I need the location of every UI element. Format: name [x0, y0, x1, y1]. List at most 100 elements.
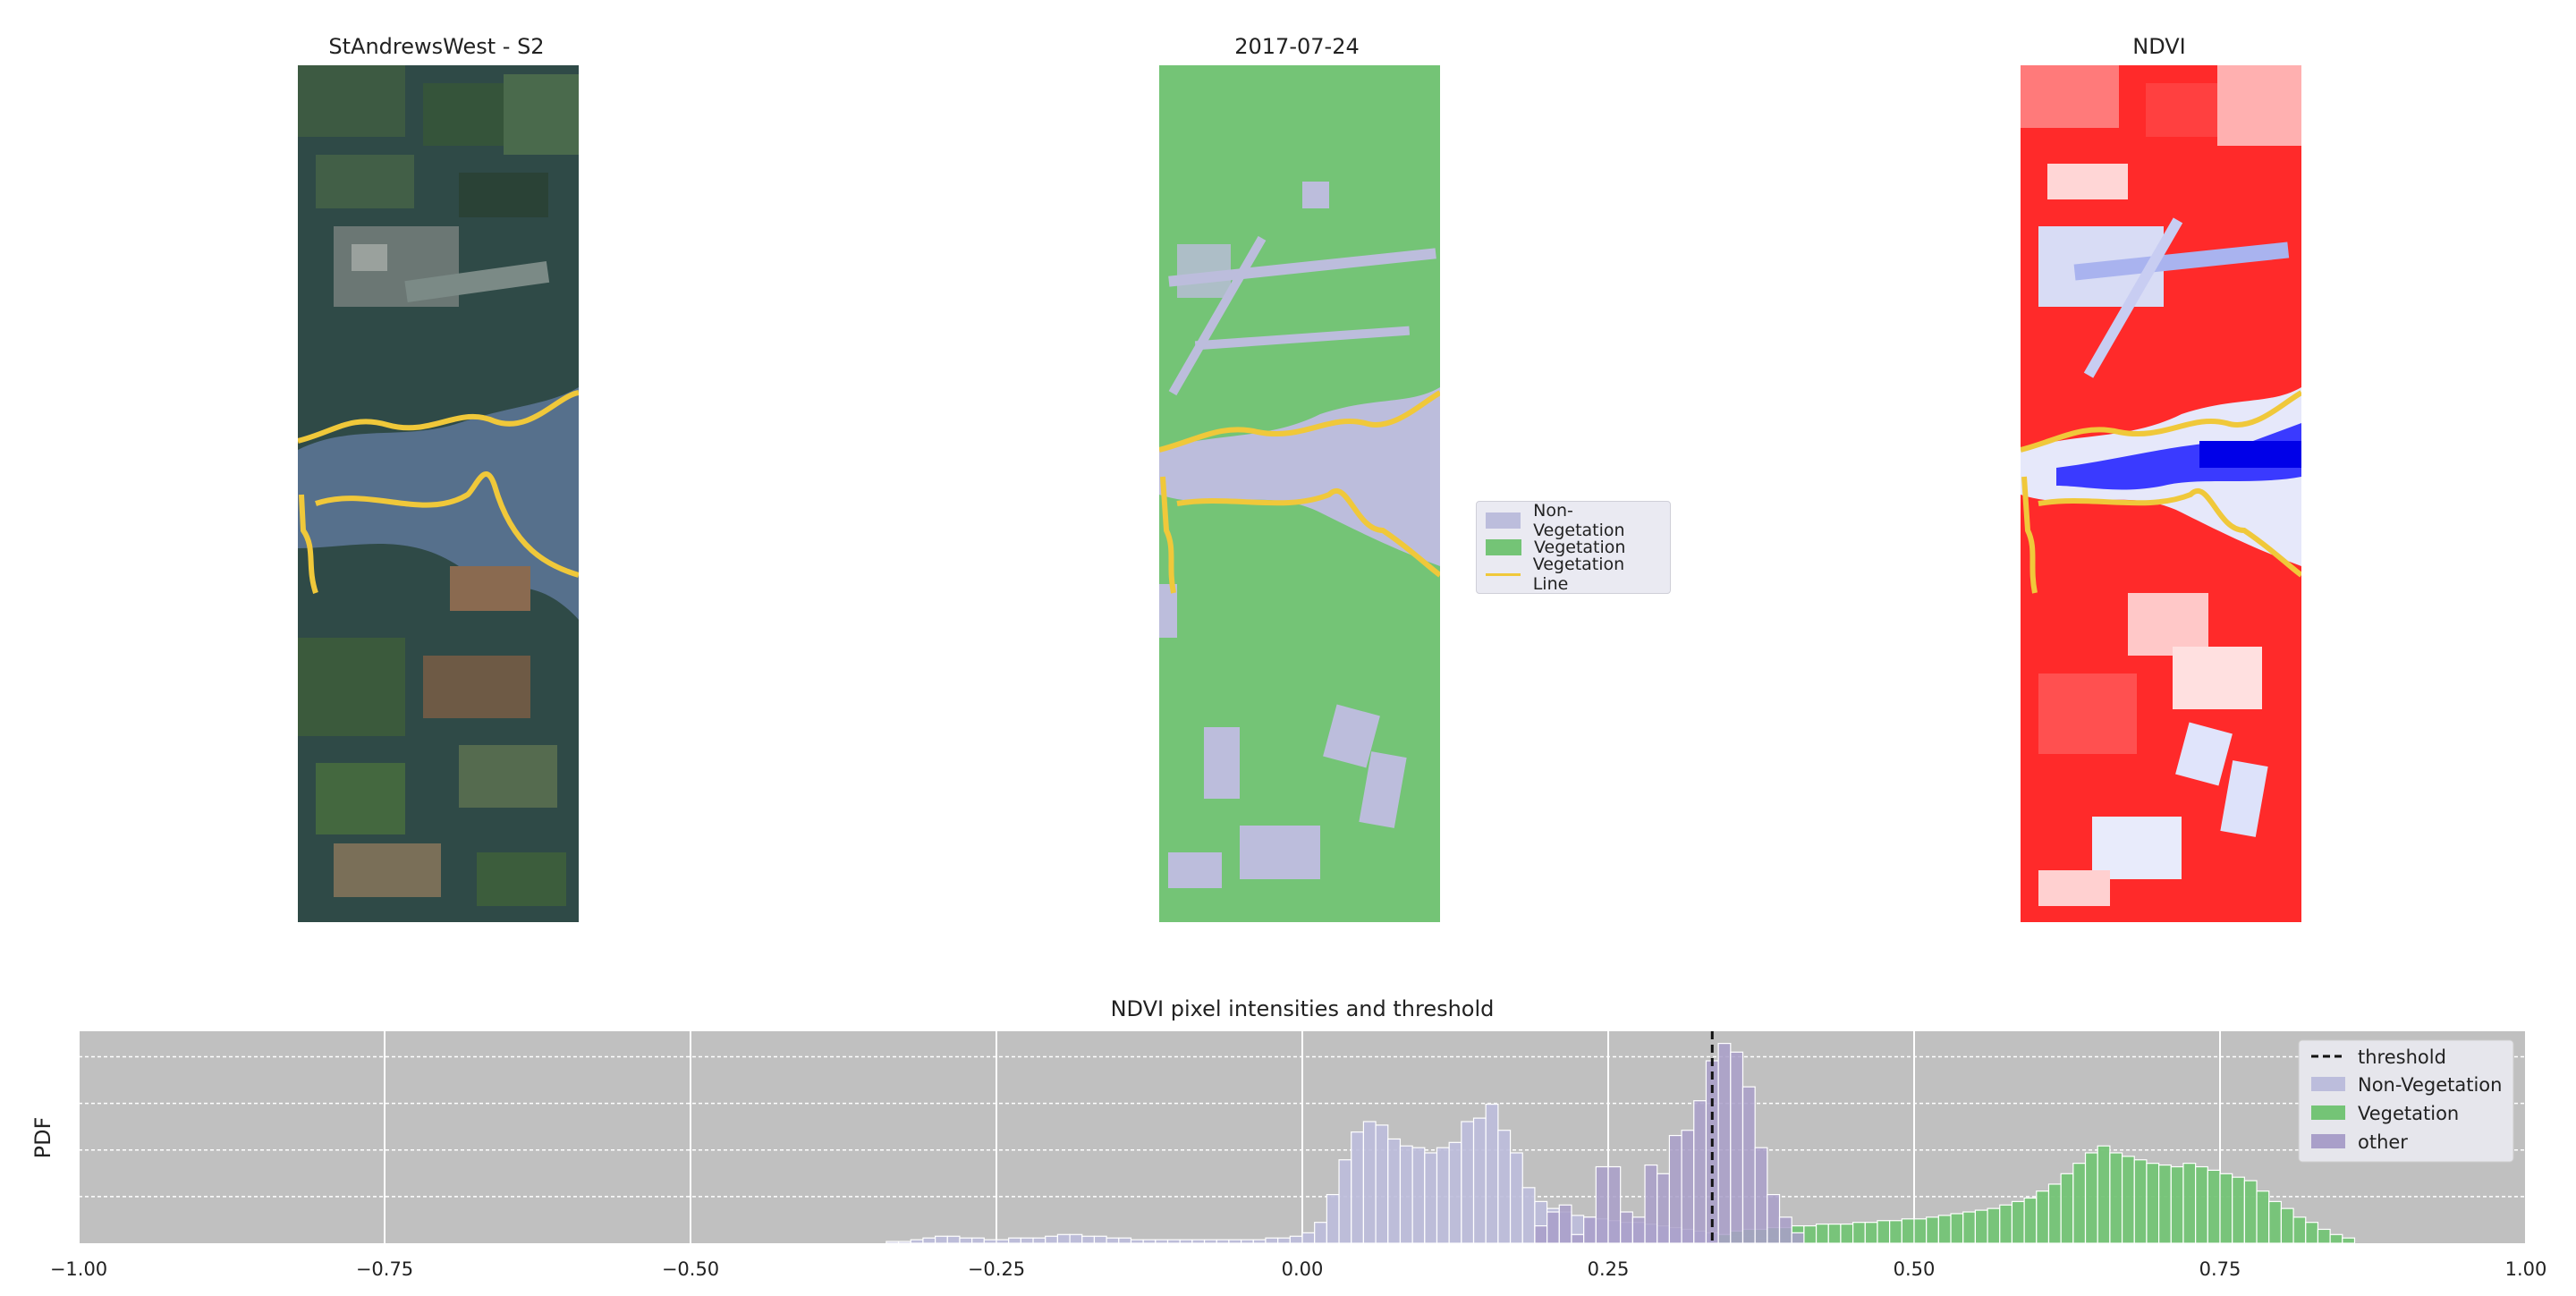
legend-item-non-vegetation: Non-Vegetation — [1486, 501, 1661, 540]
histogram-bar-other — [1607, 1165, 1622, 1244]
classification-panel-title: 2017-07-24 — [1234, 34, 1360, 59]
legend-threshold-label: threshold — [2358, 1046, 2446, 1068]
rgb-panel-title: StAndrewsWest - S2 — [328, 34, 545, 59]
histogram-bar-non-vegetation — [1314, 1222, 1327, 1244]
histogram-bar-non-vegetation — [1203, 1239, 1217, 1244]
rgb-satellite-image — [298, 65, 579, 922]
histogram-bar-vegetation — [2060, 1173, 2074, 1244]
histogram-bar-non-vegetation — [1424, 1152, 1438, 1244]
histogram-bar-non-vegetation — [996, 1239, 1010, 1244]
legend-item-vegetation: Vegetation — [1486, 534, 1661, 561]
histogram-bar-non-vegetation — [1301, 1232, 1316, 1244]
ndvi-panel-title: NDVI — [2132, 34, 2186, 59]
x-tick-label: −1.00 — [50, 1258, 107, 1280]
histogram-bar-other — [1681, 1130, 1695, 1244]
histogram-bar-vegetation — [2170, 1165, 2184, 1244]
histogram-bar-vegetation — [2329, 1233, 2343, 1244]
y-axis-label: PDF — [30, 1117, 55, 1159]
histogram-bar-vegetation — [2243, 1180, 2258, 1244]
histogram-bar-other — [1668, 1134, 1682, 1244]
histogram-bar-vegetation — [2207, 1169, 2221, 1244]
x-tick-label: 0.75 — [2199, 1258, 2241, 1280]
histogram-bar-vegetation — [1901, 1218, 1915, 1244]
x-tick-label: 0.50 — [1894, 1258, 1936, 1280]
histogram-bar-non-vegetation — [1179, 1239, 1193, 1244]
histogram-bar-non-vegetation — [1252, 1239, 1267, 1244]
histogram-bar-vegetation — [1840, 1224, 1854, 1244]
histogram-bar-other — [1631, 1216, 1646, 1244]
histogram-bar-non-vegetation — [959, 1237, 973, 1244]
histogram-bar-vegetation — [2268, 1200, 2282, 1244]
histogram-bar-non-vegetation — [1045, 1235, 1058, 1244]
histogram-bar-non-vegetation — [946, 1235, 961, 1244]
histogram-bar-other — [1693, 1100, 1707, 1244]
vegetation-swatch — [1486, 539, 1521, 555]
histogram-bar-non-vegetation — [1461, 1121, 1475, 1244]
histogram-bar-non-vegetation — [1020, 1237, 1034, 1244]
histogram-bar-non-vegetation — [1032, 1237, 1046, 1244]
x-tick-label: 0.25 — [1588, 1258, 1630, 1280]
histogram-bar-vegetation — [1926, 1216, 1939, 1244]
histogram-bar-other — [1741, 1086, 1756, 1244]
histogram-bar-vegetation — [2121, 1156, 2135, 1244]
histogram-bar-other — [1791, 1232, 1805, 1244]
histogram-bar-vegetation — [1999, 1204, 2013, 1244]
histogram-bar-vegetation — [1950, 1213, 1964, 1244]
histogram-bar-other — [1754, 1147, 1768, 1244]
histogram-bar-non-vegetation — [1166, 1239, 1181, 1244]
histogram-legend-box — [2298, 1039, 2514, 1163]
histogram-bar-non-vegetation — [1351, 1131, 1364, 1244]
histogram-bar-non-vegetation — [1240, 1239, 1254, 1244]
histogram-bar-vegetation — [2047, 1183, 2062, 1244]
histogram-bar-other — [1730, 1051, 1744, 1244]
histogram-bar-vegetation — [2292, 1216, 2307, 1244]
histogram-bar-other — [1657, 1173, 1670, 1244]
histogram-bar-vegetation — [2280, 1207, 2294, 1244]
histogram-bar-vegetation — [2097, 1145, 2111, 1244]
histogram-bar-non-vegetation — [934, 1235, 948, 1244]
legend-label: Non-Vegetation — [1533, 501, 1625, 540]
histogram-bar-vegetation — [1803, 1224, 1818, 1244]
histogram-bar-non-vegetation — [1191, 1239, 1206, 1244]
x-tick-label: −0.25 — [968, 1258, 1025, 1280]
histogram-bar-vegetation — [2011, 1200, 2025, 1244]
histogram-bar-non-vegetation — [1277, 1237, 1291, 1244]
histogram-bar-non-vegetation — [1375, 1124, 1389, 1244]
histogram-bar-non-vegetation — [1228, 1239, 1242, 1244]
histogram-bar-vegetation — [1827, 1224, 1842, 1244]
legend-other-swatch — [2311, 1134, 2345, 1148]
histogram-bar-vegetation — [1889, 1220, 1902, 1244]
histogram-bar-non-vegetation — [1056, 1233, 1071, 1244]
histogram-bar-vegetation — [1937, 1215, 1952, 1244]
histogram-bar-vegetation — [2195, 1165, 2208, 1244]
histogram-legend: threshold Non-Vegetation Vegetation othe… — [2298, 1039, 2514, 1163]
histogram-bar-non-vegetation — [983, 1239, 997, 1244]
histogram-bar-vegetation — [2133, 1159, 2148, 1244]
histogram-bar-non-vegetation — [1338, 1159, 1352, 1244]
histogram-bar-non-vegetation — [1497, 1130, 1512, 1244]
histogram-bar-non-vegetation — [1216, 1239, 1230, 1244]
x-tick-label: 0.00 — [1282, 1258, 1324, 1280]
histogram-bar-non-vegetation — [922, 1237, 936, 1244]
histogram-bar-non-vegetation — [1093, 1235, 1107, 1244]
histogram-bar-vegetation — [1864, 1222, 1878, 1244]
histogram-bar-non-vegetation — [1362, 1121, 1377, 1244]
legend-non-vegetation-label: Non-Vegetation — [2358, 1074, 2502, 1096]
classification-legend: Non-Vegetation Vegetation Vegetation Lin… — [1476, 501, 1671, 594]
histogram-bar-other — [1595, 1165, 1609, 1244]
histogram-bar-vegetation — [2256, 1190, 2270, 1244]
histogram-bar-non-vegetation — [1008, 1237, 1021, 1244]
histogram-bar-non-vegetation — [1118, 1237, 1132, 1244]
histogram-bar-vegetation — [2146, 1163, 2160, 1244]
x-tick-label: −0.50 — [662, 1258, 719, 1280]
histogram-bar-vegetation — [2023, 1197, 2038, 1244]
histogram-bar-other — [1620, 1211, 1633, 1244]
histogram-bar-non-vegetation — [1081, 1235, 1096, 1244]
histogram-bar-non-vegetation — [1326, 1194, 1340, 1244]
histogram-bar-non-vegetation — [1155, 1239, 1169, 1244]
histogram-bar-vegetation — [2158, 1164, 2172, 1244]
histogram-bar-vegetation — [1852, 1222, 1866, 1244]
histogram-bar-vegetation — [2036, 1190, 2050, 1244]
histogram-bar-non-vegetation — [1106, 1237, 1120, 1244]
histogram-bar-other — [1717, 1042, 1732, 1244]
